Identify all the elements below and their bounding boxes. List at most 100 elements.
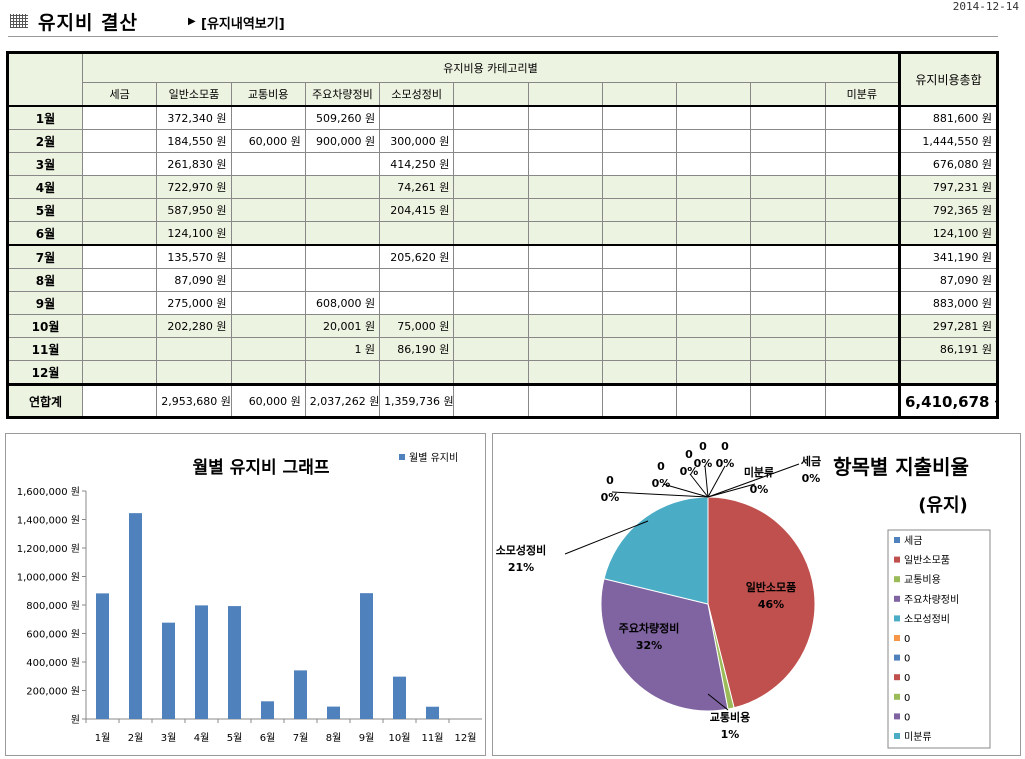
- legend-swatch: [894, 595, 900, 602]
- pie-slice: [603, 496, 709, 605]
- table-cell: [527, 105, 603, 130]
- pie-slice: [707, 496, 816, 709]
- table-cell: [824, 152, 901, 176]
- table-cell: [824, 175, 901, 199]
- page-title: 유지비 결산: [38, 12, 139, 34]
- total-cell: [601, 383, 678, 418]
- column-header: [750, 82, 826, 107]
- y-tick-label: 1,600,000 원: [17, 486, 80, 498]
- table-cell: [81, 244, 158, 269]
- table-cell: [676, 198, 752, 222]
- table-cell: [824, 244, 901, 269]
- table-row: 4월 722,970 원 74,261 원 797,231 원: [7, 175, 998, 199]
- table-cell: [379, 221, 455, 246]
- table-cell: [527, 221, 603, 246]
- table-cell: [676, 291, 752, 315]
- pie-slice: [600, 578, 729, 712]
- legend-swatch: [399, 454, 405, 460]
- table-cell: [824, 221, 901, 246]
- column-header: 미분류: [824, 82, 901, 107]
- table-cell: [676, 221, 752, 246]
- y-tick-label: 200,000 원: [26, 686, 80, 698]
- table-row: 11월 1 원 86,190 원 86,191 원: [7, 337, 998, 361]
- column-header: [527, 82, 603, 107]
- legend-label: 일반소모품: [904, 555, 950, 567]
- pie-data-label-name: 미분류: [744, 465, 774, 479]
- row-total-cell: 86,191 원: [898, 337, 998, 361]
- pie-data-label-pct: 32%: [636, 639, 662, 652]
- table-cell: [601, 291, 678, 315]
- table-cell: [750, 268, 826, 292]
- table-cell: [527, 175, 603, 199]
- table-cell: [230, 175, 306, 199]
- grand-total-cell: 6,410,678 원: [898, 383, 998, 418]
- month-label: 1월: [7, 105, 83, 130]
- y-tick-label: 600,000 원: [26, 629, 80, 641]
- table-cell: [527, 244, 603, 269]
- x-tick-label: 2월: [128, 732, 144, 744]
- table-cell: [81, 360, 158, 385]
- view-details-link[interactable]: [유지내역보기]: [201, 17, 285, 32]
- total-row: 연합계 2,953,680 원 60,000 원 2,037,262 원 1,359,7…: [7, 383, 998, 418]
- table-cell: [527, 198, 603, 222]
- table-cell: [304, 198, 381, 222]
- table-cell: [230, 291, 306, 315]
- pie-data-label-name: 0: [606, 474, 614, 487]
- table-cell: [379, 291, 455, 315]
- legend-swatch: [894, 654, 900, 661]
- pie-title: 항목별 지출비율: [833, 455, 969, 479]
- total-cell: [453, 383, 529, 418]
- table-cell: [750, 314, 826, 338]
- table-cell: 722,970 원: [156, 175, 232, 199]
- table-cell: [676, 152, 752, 176]
- table-cell: [453, 291, 529, 315]
- pie-data-label-name: 0: [685, 448, 693, 461]
- pie-data-label-name: 0: [699, 440, 707, 453]
- table-cell: [750, 198, 826, 222]
- x-tick-label: 7월: [293, 732, 309, 744]
- table-cell: [81, 175, 158, 199]
- legend-swatch: [894, 733, 900, 739]
- legend-swatch: [894, 693, 900, 700]
- legend-swatch: [894, 713, 900, 720]
- table-cell: [601, 198, 678, 222]
- row-total-cell: 297,281 원: [898, 314, 998, 338]
- total-cell: 60,000 원: [230, 383, 306, 418]
- table-cell: [379, 105, 455, 130]
- table-cell: 275,000 원: [156, 291, 232, 315]
- leader-line: [662, 483, 709, 498]
- table-cell: [81, 152, 158, 176]
- table-cell: [156, 360, 232, 385]
- total-cell: [81, 383, 158, 418]
- pie-data-label-pct: 0%: [694, 457, 713, 470]
- table-cell: [230, 152, 306, 176]
- table-cell: [304, 244, 381, 269]
- table-cell: [527, 360, 603, 385]
- table-cell: 1 원: [304, 337, 381, 361]
- pie-data-label-pct: 21%: [508, 561, 534, 574]
- bar: [162, 622, 175, 719]
- month-label: 4월: [7, 175, 83, 199]
- y-tick-label: 1,400,000 원: [17, 515, 80, 527]
- month-label: 11월: [7, 337, 83, 361]
- legend-label: 소모성정비: [904, 613, 950, 625]
- report-date: 2014-12-14: [952, 0, 1019, 13]
- table-cell: [601, 175, 678, 199]
- table-cell: 60,000 원: [230, 129, 306, 153]
- row-total-cell: 87,090 원: [898, 268, 998, 292]
- table-row: 5월 587,950 원 204,415 원 792,365 원: [7, 198, 998, 222]
- x-tick-label: 5월: [227, 732, 243, 744]
- table-cell: [527, 152, 603, 176]
- corner-cell: [7, 52, 83, 107]
- legend-swatch: [894, 537, 900, 543]
- row-total-cell: 676,080 원: [898, 152, 998, 176]
- table-cell: 608,000 원: [304, 291, 381, 315]
- legend-label: 세금: [904, 535, 922, 547]
- leader-line: [704, 465, 709, 498]
- total-cell: [527, 383, 603, 418]
- pie-data-label-pct: 0%: [601, 491, 620, 504]
- table-cell: [453, 268, 529, 292]
- table-cell: [453, 314, 529, 338]
- table-cell: [676, 337, 752, 361]
- pie-data-label-name: 0: [657, 460, 665, 473]
